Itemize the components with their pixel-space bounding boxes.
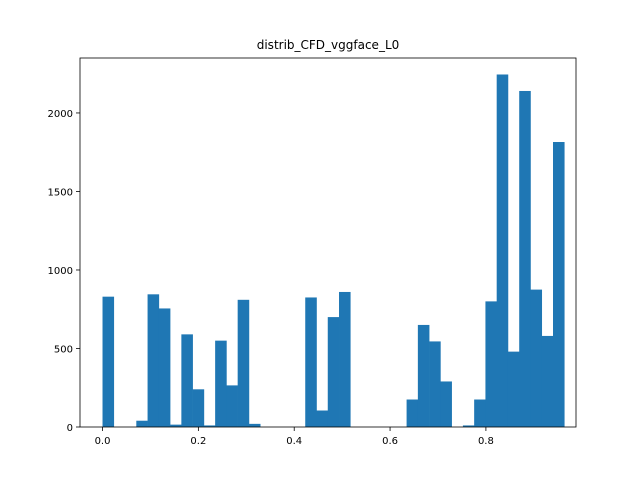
- histogram-bar: [237, 299, 250, 427]
- histogram-bar: [553, 142, 565, 427]
- y-tick-label: 1500: [48, 187, 73, 198]
- histogram-bar: [485, 301, 497, 427]
- histogram-bar: [215, 340, 227, 427]
- histogram-bar: [158, 308, 171, 427]
- histogram-bar: [406, 399, 419, 427]
- histogram-bar: [102, 296, 115, 427]
- histogram-bar: [136, 420, 148, 427]
- histogram-bar: [474, 399, 486, 427]
- histogram-bar: [339, 291, 351, 427]
- histogram-bar: [203, 425, 216, 427]
- histogram-bar: [192, 389, 205, 427]
- histogram-bar: [530, 289, 543, 427]
- histogram-bar: [519, 90, 531, 427]
- histogram-bar: [226, 385, 238, 427]
- x-tick-label: 0.2: [190, 436, 206, 447]
- histogram-bar: [248, 423, 261, 427]
- plot-frame: [79, 57, 577, 428]
- histogram-bar: [305, 297, 317, 427]
- y-tick-label: 500: [54, 344, 73, 355]
- histogram-bar: [496, 74, 509, 428]
- histogram-bar: [147, 294, 160, 427]
- x-tick-label: 0.0: [95, 436, 111, 447]
- chart-title: distrib_CFD_vggface_L0: [257, 38, 400, 52]
- y-tick-label: 2000: [48, 109, 73, 120]
- bars-group: [102, 74, 565, 428]
- x-tick-label: 0.4: [286, 436, 302, 447]
- histogram-bar: [462, 425, 475, 427]
- x-axis-ticks: 0.0 0.2 0.4 0.6 0.8: [95, 427, 494, 447]
- x-tick-label: 0.8: [478, 436, 494, 447]
- y-tick-label: 1000: [48, 266, 73, 277]
- histogram-bar: [429, 341, 441, 427]
- histogram-bar: [327, 317, 340, 427]
- histogram-bar: [507, 351, 520, 427]
- histogram-bar: [170, 424, 182, 427]
- histogram-bar: [440, 381, 452, 427]
- y-tick-label: 0: [67, 423, 73, 434]
- y-axis-ticks: 0 500 1000 1500 2000: [48, 109, 80, 434]
- histogram-bar: [541, 335, 554, 427]
- x-tick-label: 0.6: [382, 436, 398, 447]
- histogram-bar: [316, 410, 329, 427]
- histogram-bar: [181, 334, 193, 427]
- histogram-bar: [417, 324, 430, 427]
